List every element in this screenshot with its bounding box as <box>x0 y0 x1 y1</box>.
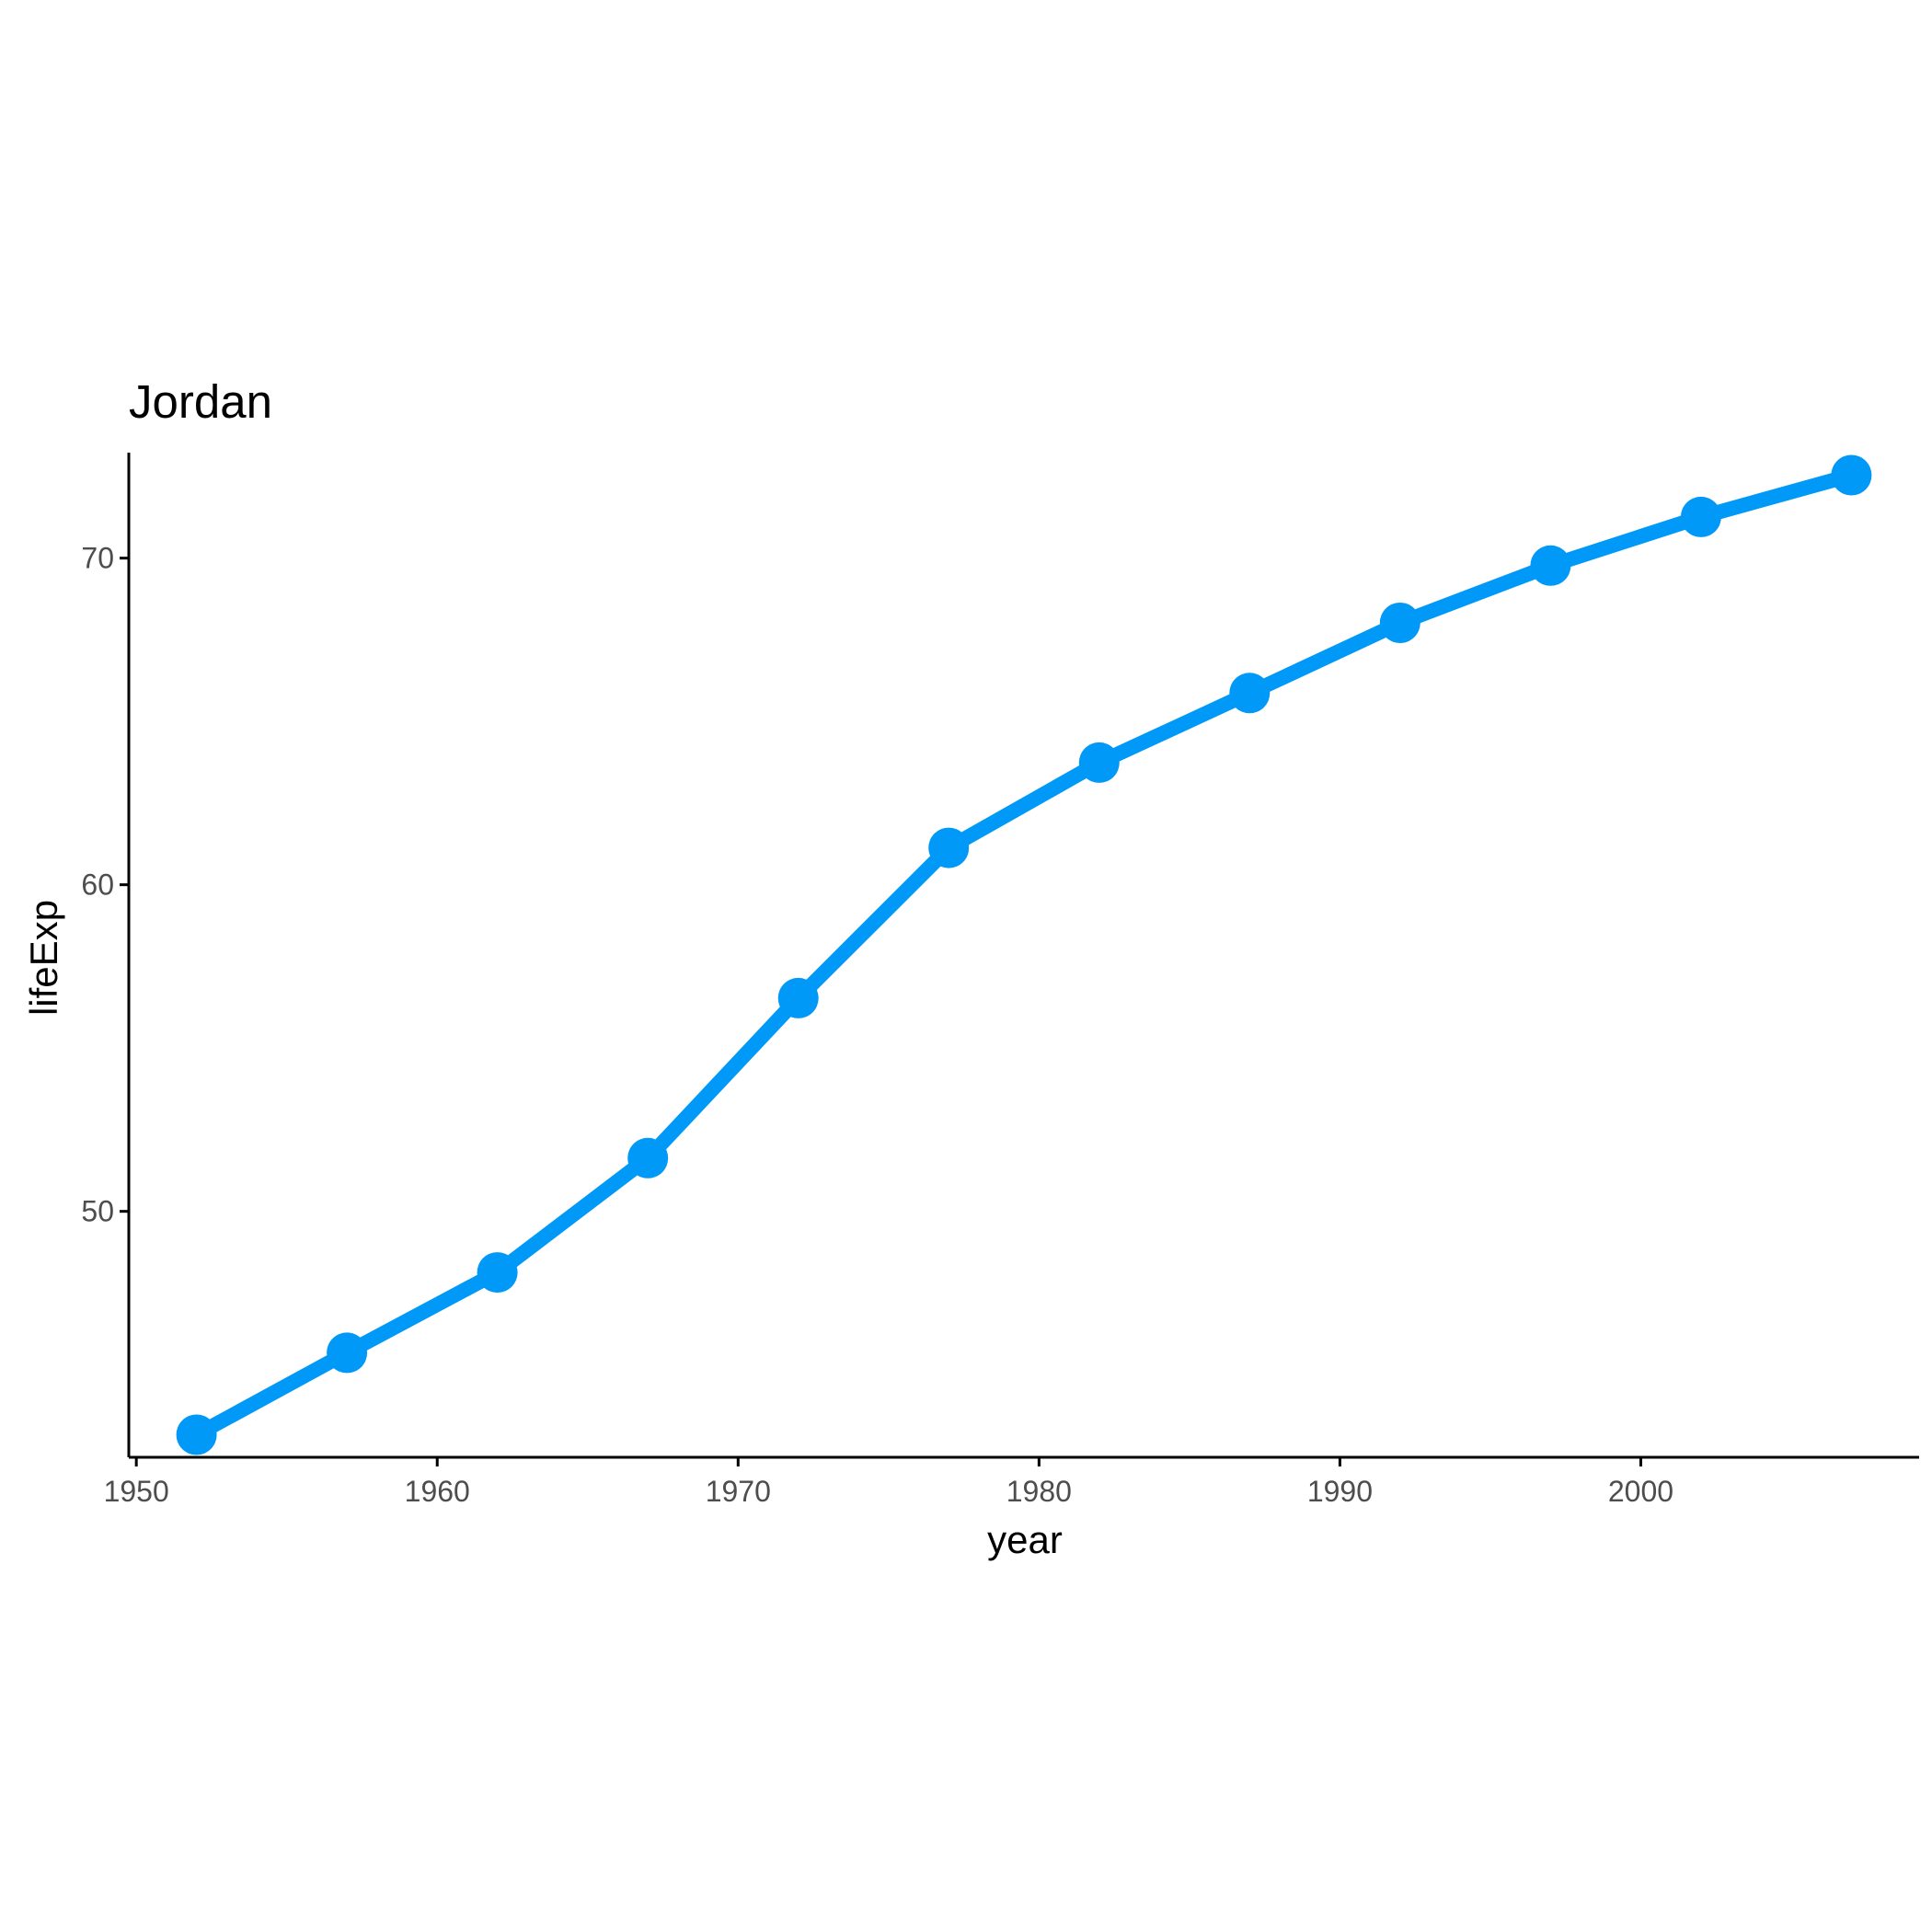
data-point-1967 <box>627 1137 669 1179</box>
data-point-1992 <box>1379 603 1420 643</box>
x-tick-label: 1950 <box>104 1475 169 1508</box>
data-point-2002 <box>1680 496 1721 537</box>
data-point-1952 <box>176 1414 217 1455</box>
plot-area <box>176 454 1872 1455</box>
data-point-1977 <box>928 827 970 868</box>
x-tick-label: 1970 <box>706 1475 771 1508</box>
data-point-1972 <box>777 977 819 1018</box>
x-tick-label: 2000 <box>1608 1475 1673 1508</box>
x-axis-ticks: 1950 1960 1970 1980 1990 2000 <box>104 1457 1673 1508</box>
series-line-lifeexp <box>192 467 1854 1442</box>
data-point-1957 <box>327 1332 368 1374</box>
data-point-2007 <box>1831 454 1872 496</box>
y-axis-title: lifeExp <box>22 900 65 1016</box>
y-tick-label: 70 <box>81 542 114 575</box>
x-axis-title: year <box>987 1518 1063 1561</box>
y-tick-label: 50 <box>81 1195 114 1228</box>
y-tick-label: 60 <box>81 868 114 902</box>
x-tick-label: 1980 <box>1006 1475 1072 1508</box>
data-point-1962 <box>477 1252 518 1294</box>
data-point-1982 <box>1078 742 1120 783</box>
data-point-1997 <box>1530 545 1571 586</box>
x-tick-label: 1990 <box>1307 1475 1373 1508</box>
x-tick-label: 1960 <box>405 1475 470 1508</box>
chart-title: Jordan <box>129 375 272 428</box>
data-point-1987 <box>1229 673 1271 714</box>
data-points <box>176 454 1872 1455</box>
y-axis-ticks: 50 60 70 <box>81 542 129 1228</box>
